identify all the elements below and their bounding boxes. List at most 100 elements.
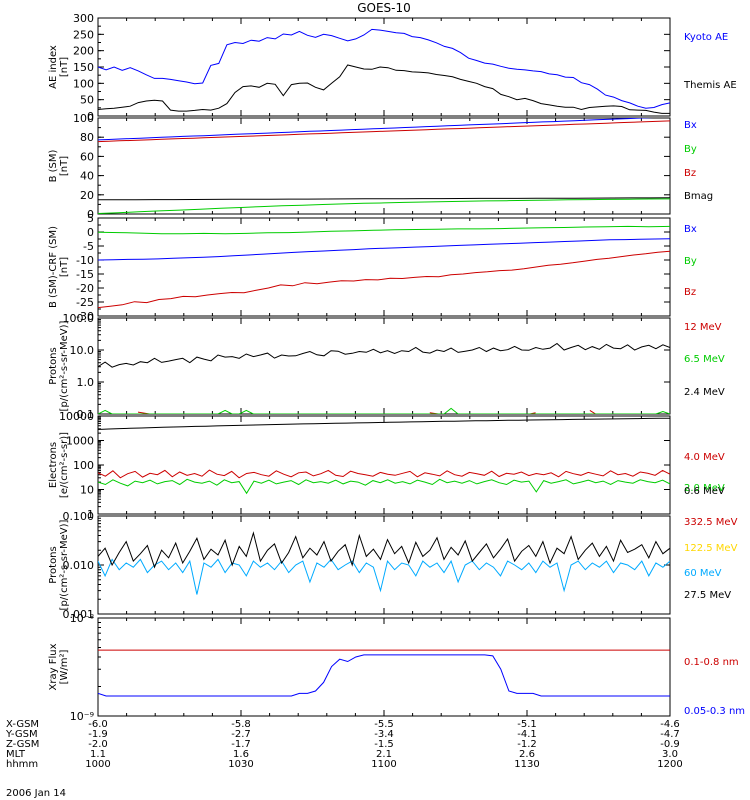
y-tick-label: 10 — [80, 484, 94, 497]
legend-bz: Bz — [684, 168, 696, 179]
x-tick-label: 3.0 — [662, 749, 678, 760]
x-row-label: hhmm — [6, 759, 38, 770]
y-tick-label: -15 — [76, 268, 94, 281]
y-tick-label: 100 — [73, 459, 94, 472]
panel-frame — [97, 415, 671, 515]
y-tick-label: 100 — [73, 77, 94, 90]
series-segment-12-mev — [589, 409, 596, 414]
y-axis-label: Xray Flux — [48, 643, 59, 690]
y-tick-label: 10.0 — [70, 344, 95, 357]
y-tick-label: 80 — [80, 131, 94, 144]
x-tick-label: 2.6 — [519, 749, 535, 760]
y-axis-label: B (SM) — [48, 149, 59, 182]
x-tick-label: -1.9 — [88, 729, 108, 740]
x-tick-label: -4.7 — [660, 729, 680, 740]
panel-frame — [97, 217, 671, 317]
x-tick-label: -4.6 — [660, 719, 680, 730]
x-tick-label: 1100 — [371, 759, 396, 770]
panel-frame — [97, 317, 671, 415]
series-line-60-mev — [98, 558, 670, 595]
series-line-27-5-mev — [98, 531, 670, 569]
x-tick-label: 1200 — [657, 759, 682, 770]
legend-2-4-mev: 2.4 MeV — [684, 387, 725, 398]
legend-bx: Bx — [684, 224, 697, 235]
y-axis-label: [e/(cm²-s-sr)] — [59, 432, 70, 498]
legend-4-0-mev: 4.0 MeV — [684, 452, 725, 463]
x-tick-label: -3.4 — [374, 729, 394, 740]
y-tick-label: -10 — [76, 254, 94, 267]
series-line-by — [98, 225, 670, 235]
y-axis-label: Protons — [48, 347, 59, 384]
y-axis-label: [nT] — [59, 257, 70, 277]
legend-themis-ae: Themis AE — [683, 80, 737, 91]
y-tick-label: 1 — [87, 508, 94, 521]
legend-2-0-mev: 2.0 MeV — [684, 483, 725, 494]
y-axis-label: AE index — [48, 45, 59, 89]
legend-0-1-0-8-nm: 0.1-0.8 nm — [684, 657, 739, 668]
y-tick-label: 10⁻⁸ — [70, 612, 95, 625]
series-line-0-05-0-3-nm — [98, 654, 670, 697]
legend-0-05-0-3-nm: 0.05-0.3 nm — [684, 706, 745, 717]
panel-2: 0 20 40 60 80 100 B (SM) [nT] Bx By Bz Bmag — [48, 112, 713, 221]
legend-27-5-mev: 27.5 MeV — [684, 590, 731, 601]
x-tick-label: -1.5 — [374, 739, 394, 750]
legend-by: By — [684, 144, 697, 155]
y-tick-label: -20 — [76, 282, 94, 295]
series-line-bz — [98, 250, 670, 309]
series-line-4-0-mev — [98, 469, 670, 479]
y-tick-label: 1000 — [66, 435, 94, 448]
y-axis-label: [W/m²] — [59, 649, 70, 684]
y-axis-label: B (SM)-CRF (SM) — [48, 226, 59, 308]
legend-60-mev: 60 MeV — [684, 568, 722, 579]
y-tick-label: 0.001 — [63, 608, 95, 621]
x-row-label: X-GSM — [6, 719, 39, 730]
x-tick-label: -1.7 — [231, 739, 251, 750]
y-tick-label: 5 — [87, 212, 94, 225]
y-tick-label: 0 — [87, 110, 94, 123]
y-tick-label: 1.0 — [77, 376, 95, 389]
y-tick-label: 10⁻⁹ — [70, 710, 94, 723]
y-tick-label: 100 — [73, 112, 94, 125]
y-axis-label: Electrons — [48, 442, 59, 488]
x-tick-label: -5.1 — [517, 719, 537, 730]
y-tick-label: 0.010 — [63, 559, 95, 572]
x-tick-label: 2.1 — [376, 749, 392, 760]
plot-title: GOES-10 — [357, 1, 411, 15]
y-tick-label: 50 — [80, 94, 94, 107]
legend-by: By — [684, 256, 697, 267]
legend-12-mev: 12 MeV — [684, 322, 722, 333]
x-row-label: Y-GSM — [5, 729, 38, 740]
y-tick-label: 60 — [80, 150, 94, 163]
x-row-label: Z-GSM — [6, 739, 39, 750]
x-tick-label: -5.5 — [374, 719, 394, 730]
x-tick-label: 1.6 — [233, 749, 249, 760]
series-line-bx — [98, 118, 654, 141]
y-tick-label: -25 — [76, 296, 94, 309]
y-tick-label: 0 — [87, 226, 94, 239]
y-axis-label: [nT] — [59, 57, 70, 77]
series-line-bz — [98, 120, 670, 143]
x-tick-label: -6.0 — [88, 719, 108, 730]
y-axis-label: [p/(cm²-s-sr-MeV)] — [59, 519, 70, 610]
series-line-bmag — [98, 197, 670, 201]
series-line-2-0-mev — [98, 478, 670, 495]
x-tick-label: -1.2 — [517, 739, 537, 750]
series-line-themis-ae — [98, 64, 670, 114]
panel-frame — [97, 515, 671, 615]
y-tick-label: 20 — [80, 189, 94, 202]
date-label: 2006 Jan 14 — [6, 788, 66, 799]
series-line-bx — [98, 238, 670, 261]
y-tick-label: -5 — [83, 240, 94, 253]
x-tick-label: -5.8 — [231, 719, 251, 730]
panel-6: 0.001 0.010 0.100 Protons [p/(cm²-s-sr-MeV)]… — [48, 510, 738, 621]
legend-bx: Bx — [684, 120, 697, 131]
y-tick-label: 250 — [73, 28, 94, 41]
panel-4: 0.1 1.0 10.0 100.0 Protons [p/(cm²-s-sr-MeV)]… — [48, 312, 725, 421]
x-tick-label: -2.0 — [88, 739, 108, 750]
panel-frame — [97, 617, 671, 717]
x-tick-label: -4.1 — [517, 729, 537, 740]
y-tick-label: 0 — [87, 208, 94, 221]
